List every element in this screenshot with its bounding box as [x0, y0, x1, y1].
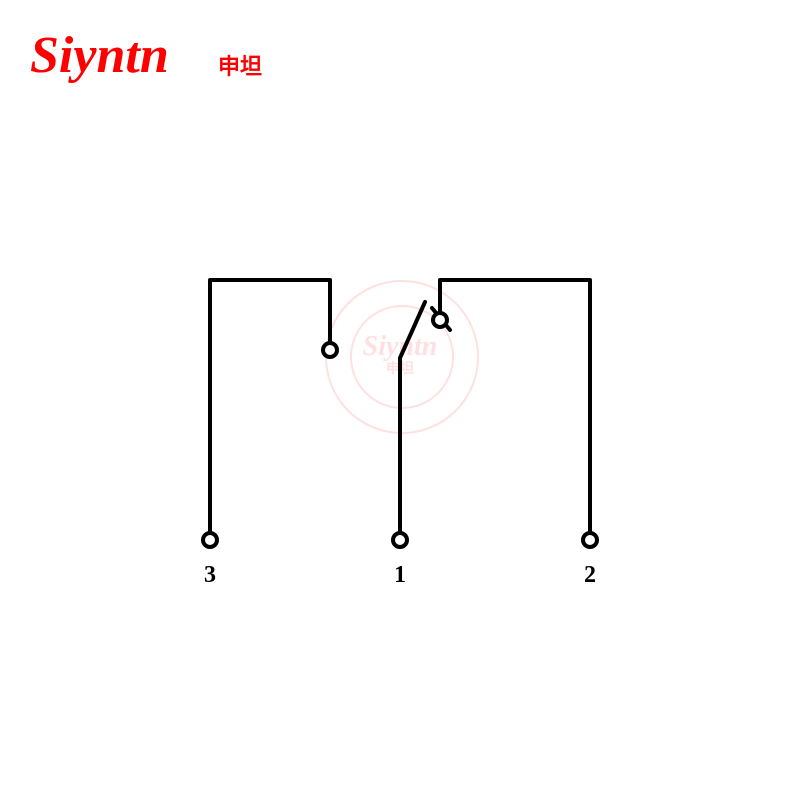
- pin-label-2: 2: [584, 562, 596, 588]
- pin-label-1: 1: [394, 562, 406, 588]
- diagram-stage: Siyntn 申坦 Siyntn 申坦 312: [0, 0, 800, 800]
- pin-label-3: 3: [204, 562, 216, 588]
- schematic-svg: 3 1 2: [0, 0, 800, 800]
